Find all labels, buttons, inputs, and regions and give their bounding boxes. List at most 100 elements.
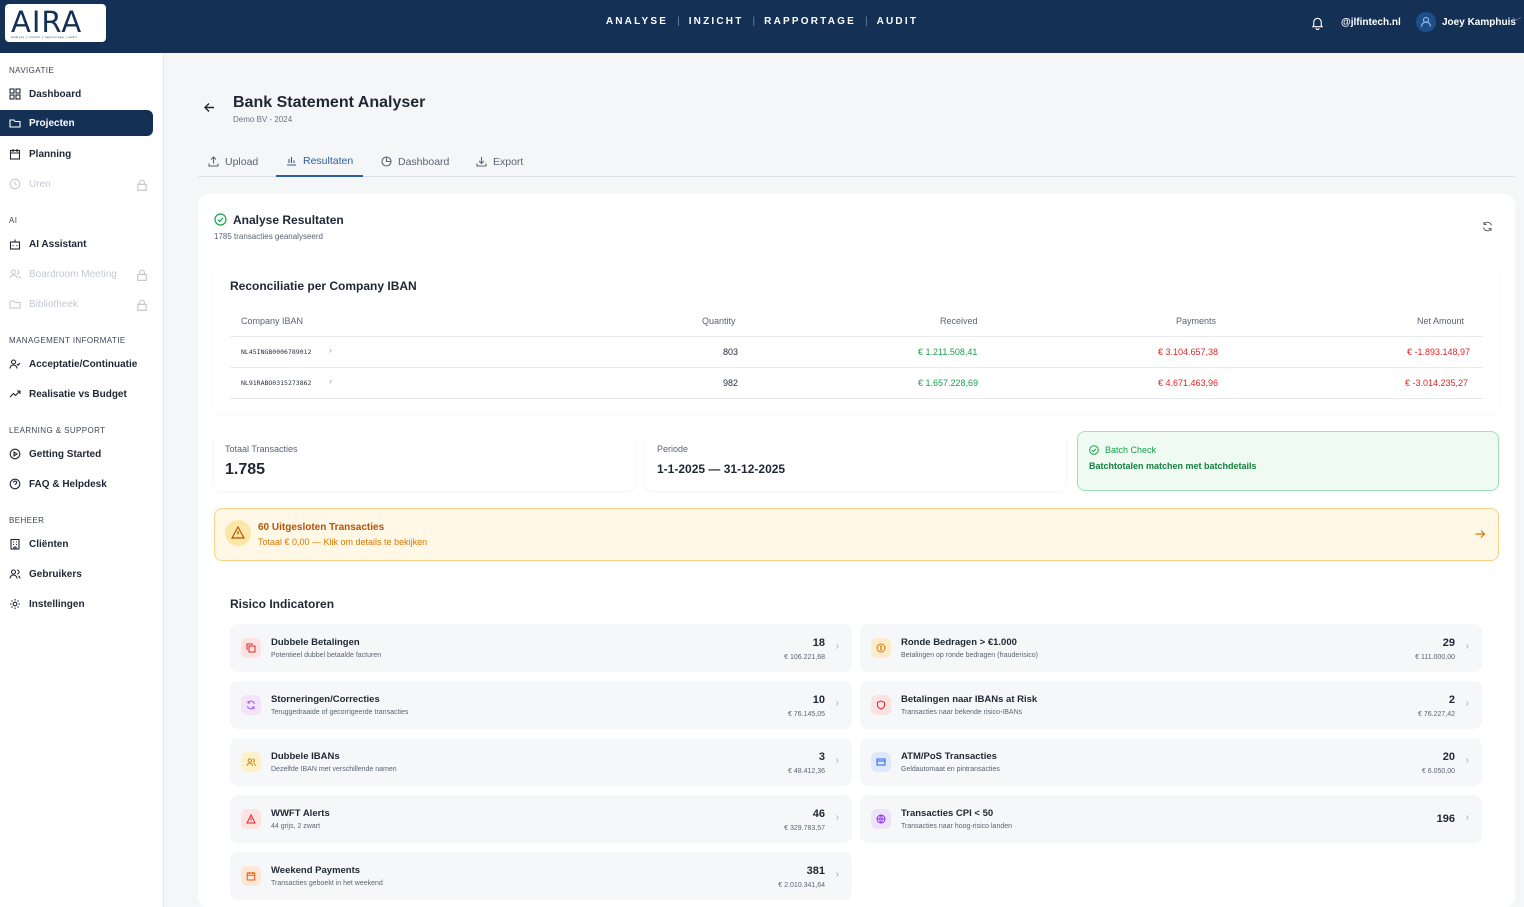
topnav-separator: | xyxy=(864,16,868,27)
risk-item-name: ATM/PoS Transacties xyxy=(901,751,997,762)
excluded-transactions-banner[interactable] xyxy=(214,508,1499,561)
top-bar: AIRA analyse | inzicht | rapportage | au… xyxy=(0,0,1524,53)
calendar-icon xyxy=(9,149,21,160)
pie-chart-icon xyxy=(381,156,392,167)
risk-item-desc: Transacties naar hoog-risico landen xyxy=(901,823,1013,830)
risk-item[interactable]: Weekend Payments Transacties geboekt in … xyxy=(230,852,852,900)
topnav-rapportage[interactable]: RAPPORTAGE xyxy=(764,16,856,27)
table-cell-iban[interactable]: NL45INGB0006789012 xyxy=(241,348,312,356)
tab-resultaten[interactable]: Resultaten xyxy=(276,146,364,177)
refresh-icon xyxy=(247,700,255,710)
arrow-right-icon[interactable] xyxy=(1474,528,1486,540)
sidebar-item-ai-assistant[interactable]: AI Assistant xyxy=(0,231,153,257)
chevron-right-icon[interactable]: › xyxy=(329,345,332,355)
excluded-subtitle: Totaal € 0,00 — Klik om details te bekij… xyxy=(258,537,428,547)
risk-item-name: Dubbele IBANs xyxy=(271,751,340,762)
sidebar-item-acceptatie[interactable]: Acceptatie/Continuatie xyxy=(0,351,153,377)
sidebar-item-getting-started[interactable]: Getting Started xyxy=(0,441,153,467)
sidebar-item-label: Dashboard xyxy=(29,88,82,100)
logo[interactable]: AIRA analyse | inzicht | rapportage | au… xyxy=(5,4,106,42)
risk-item-name: Weekend Payments xyxy=(271,865,361,876)
risk-item-count: 381 xyxy=(806,865,825,877)
risk-item[interactable]: Storneringen/Correcties Teruggedraaide o… xyxy=(230,681,852,729)
lock-icon xyxy=(137,299,147,311)
bell-icon[interactable] xyxy=(1311,16,1324,30)
risk-item-amount: € 329.783,57 xyxy=(784,825,825,832)
building-icon xyxy=(10,538,20,550)
topnav-inzicht[interactable]: INZICHT xyxy=(688,16,744,27)
chevron-right-icon: › xyxy=(1465,755,1469,766)
risk-item[interactable]: Betalingen naar IBANs at Risk Transactie… xyxy=(860,681,1482,729)
excluded-title: 60 Uitgesloten Transacties xyxy=(258,522,385,533)
sidebar-item-planning[interactable]: Planning xyxy=(0,141,153,167)
org-label[interactable]: @jlfintech.nl xyxy=(1341,17,1401,28)
chevron-down-icon[interactable]: ﹀ xyxy=(1512,17,1522,27)
section-navigatie: NAVIGATIE xyxy=(9,66,55,75)
risk-item-name: Ronde Bedragen > €1.000 xyxy=(901,637,1017,648)
sidebar-item-instellingen[interactable]: Instellingen xyxy=(0,591,153,617)
sidebar-item-projecten[interactable]: Projecten xyxy=(0,110,153,136)
sidebar-item-label: Projecten xyxy=(29,117,75,129)
refresh-icon[interactable] xyxy=(1482,221,1493,232)
calendar-icon xyxy=(246,872,256,881)
sidebar-item-realisatie[interactable]: Realisatie vs Budget xyxy=(0,381,153,407)
lock-icon xyxy=(137,269,147,281)
topnav-audit[interactable]: AUDIT xyxy=(876,16,919,27)
risk-item-count: 29 xyxy=(1442,637,1455,649)
risk-item[interactable]: ATM/PoS Transacties Geldautomaat en pint… xyxy=(860,738,1482,786)
sidebar-item-label: FAQ & Helpdesk xyxy=(29,478,107,490)
user-name[interactable]: Joey Kamphuis xyxy=(1442,17,1516,28)
risk-item-amount: € 6.050,00 xyxy=(1421,768,1455,775)
results-title: Analyse Resultaten xyxy=(233,213,344,227)
chevron-right-icon: › xyxy=(835,698,839,709)
risk-item[interactable]: WWFT Alerts 44 grijs, 2 zwart 46 € 329.7… xyxy=(230,795,852,843)
bot-icon xyxy=(9,239,21,250)
section-ai: AI xyxy=(9,216,18,225)
sidebar-item-dashboard[interactable]: Dashboard xyxy=(0,81,153,107)
col-header-iban[interactable]: Company IBAN xyxy=(241,316,304,326)
sidebar-item-label: Uren xyxy=(29,178,51,190)
risk-item-desc: Dezelfde IBAN met verschillende namen xyxy=(271,766,397,773)
risk-item[interactable]: Dubbele IBANs Dezelfde IBAN met verschil… xyxy=(230,738,852,786)
col-header-payments[interactable]: Payments xyxy=(1176,316,1217,326)
reconciliation-panel xyxy=(214,262,1499,414)
risk-item-icon-box xyxy=(241,809,261,829)
table-cell-net: € -1.893.148,97 xyxy=(1407,347,1471,357)
risk-item-count: 18 xyxy=(812,637,825,649)
user-icon xyxy=(1420,16,1432,27)
results-subtitle: 1785 transacties geanalyseerd xyxy=(214,232,323,241)
tab-dashboard[interactable]: Dashboard xyxy=(381,146,449,177)
topnav-analyse[interactable]: ANALYSE xyxy=(605,16,669,27)
risk-item-desc: Potentieel dubbel betaalde facturen xyxy=(271,652,382,659)
stat-period-label: Periode xyxy=(657,444,689,454)
risk-item-count: 10 xyxy=(812,694,825,706)
col-header-received[interactable]: Received xyxy=(940,316,978,326)
sidebar-item-gebruikers[interactable]: Gebruikers xyxy=(0,561,153,587)
table-cell-quantity: 982 xyxy=(723,378,739,388)
risk-item-amount: € 2.010.341,64 xyxy=(778,882,825,889)
users-icon xyxy=(9,269,21,279)
chevron-right-icon[interactable]: › xyxy=(329,376,332,386)
risk-item-name: Dubbele Betalingen xyxy=(271,637,360,648)
table-cell-iban[interactable]: NL91RABO0315273862 xyxy=(241,379,312,387)
reconciliation-title: Reconciliatie per Company IBAN xyxy=(230,279,417,293)
table-divider xyxy=(230,367,1483,368)
avatar[interactable] xyxy=(1416,12,1436,32)
arrow-left-icon[interactable] xyxy=(203,101,216,114)
col-header-quantity[interactable]: Quantity xyxy=(702,316,736,326)
table-cell-received: € 1.657.228,69 xyxy=(918,378,979,388)
risk-item[interactable]: Transacties CPI < 50 Transacties naar ho… xyxy=(860,795,1482,843)
sidebar-item-clienten[interactable]: Cliënten xyxy=(0,531,153,557)
sidebar-item-faq[interactable]: FAQ & Helpdesk xyxy=(0,471,153,497)
col-header-net[interactable]: Net Amount xyxy=(1417,316,1465,326)
stat-period-value: 1-1-2025 — 31-12-2025 xyxy=(657,462,786,476)
sidebar-item-label: Boardroom Meeting xyxy=(29,268,117,280)
risk-item[interactable]: Dubbele Betalingen Potentieel dubbel bet… xyxy=(230,624,852,672)
sidebar-item-label: Getting Started xyxy=(29,448,102,460)
tab-upload[interactable]: Upload xyxy=(208,146,258,177)
tab-export[interactable]: Export xyxy=(476,146,523,177)
table-cell-received: € 1.211.508,41 xyxy=(918,347,978,357)
sidebar-item-bibliotheek: Bibliotheek xyxy=(0,291,153,317)
risk-item-count: 196 xyxy=(1436,813,1455,825)
risk-item[interactable]: Ronde Bedragen > €1.000 Betalingen op ro… xyxy=(860,624,1482,672)
